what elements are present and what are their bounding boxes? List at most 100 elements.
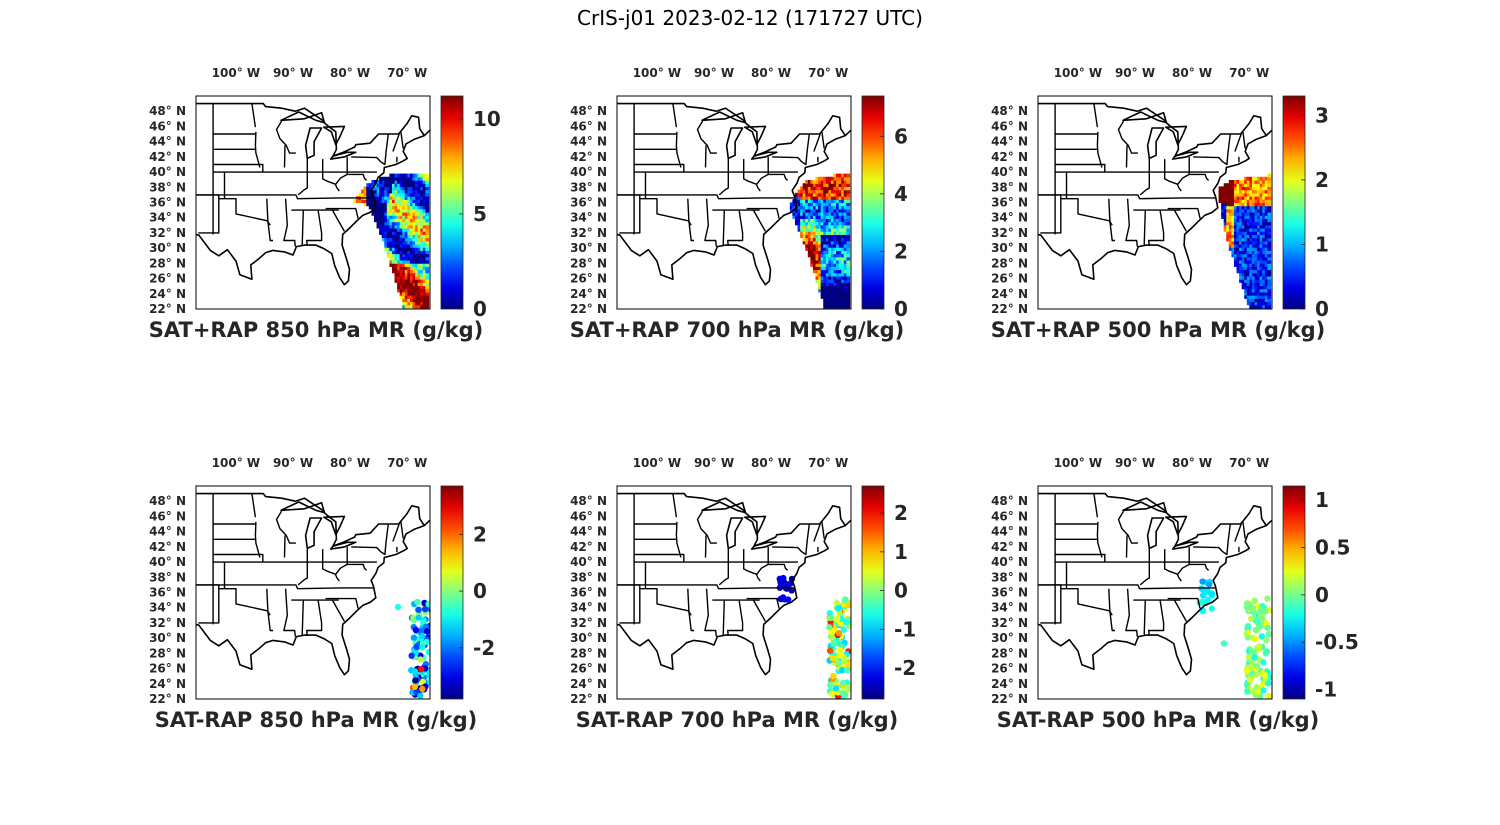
data-pixel — [1262, 250, 1267, 255]
data-pixel — [820, 183, 825, 188]
data-pixel — [409, 250, 414, 255]
great-lake-outline — [1146, 517, 1165, 550]
data-point — [836, 646, 844, 654]
data-pixel — [1267, 211, 1272, 216]
lon-tick-label: 70° W — [387, 66, 427, 80]
data-pixel — [828, 211, 833, 216]
data-pixel — [805, 211, 810, 216]
data-pixel — [420, 195, 425, 200]
data-pixel — [1236, 250, 1241, 255]
data-pixel — [1257, 272, 1261, 277]
map-plot: 100° W 90° W 80° W 70° W48° N46° N44° N42° … — [991, 66, 1329, 321]
data-pixel — [1251, 247, 1256, 251]
data-pixel — [1264, 288, 1269, 293]
data-pixel — [1257, 243, 1261, 248]
data-pixel — [420, 291, 425, 296]
data-pixel — [838, 202, 843, 207]
data-pixel — [1251, 195, 1256, 200]
data-pixel — [412, 215, 417, 219]
great-lake-outline — [725, 517, 744, 550]
data-pixel — [391, 237, 396, 242]
data-pixel — [1264, 243, 1269, 248]
data-pixel — [1239, 202, 1243, 207]
lat-tick-label: 28° N — [149, 646, 186, 660]
data-pixel — [841, 237, 846, 242]
state-border — [1038, 584, 1068, 589]
data-pixel — [402, 192, 407, 197]
data-pixel — [407, 259, 412, 264]
map-frame — [616, 95, 852, 310]
data-pixel — [417, 205, 422, 210]
data-pixel — [1226, 231, 1231, 235]
data-pixel — [407, 301, 412, 306]
data-pixel — [399, 192, 404, 197]
data-pixel — [830, 186, 835, 191]
data-pixel — [1267, 231, 1272, 235]
data-pixel — [420, 240, 425, 245]
data-pixel — [409, 195, 414, 200]
data-pixel — [1231, 205, 1236, 210]
data-pixel — [1251, 269, 1256, 274]
data-pixel — [399, 288, 404, 293]
data-pixel — [391, 247, 396, 251]
data-pixel — [825, 237, 830, 242]
state-border — [400, 521, 404, 539]
data-pixel — [1223, 195, 1228, 200]
data-pixel — [833, 291, 838, 296]
lat-tick-label: 42° N — [149, 540, 186, 554]
data-pixel — [394, 218, 399, 223]
data-pixel — [1244, 186, 1249, 191]
data-pixel — [830, 202, 835, 207]
data-pixel — [815, 205, 820, 210]
panel-sat-plus-rap-850: 100° W 90° W 80° W 70° W 48° N 46° N 44° N 42° … — [146, 60, 501, 370]
data-pixel — [1241, 275, 1246, 280]
data-pixel — [1262, 192, 1267, 197]
data-pixel — [409, 256, 414, 261]
data-pixel — [1254, 243, 1259, 248]
data-pixel — [366, 192, 371, 197]
data-pixel — [412, 263, 417, 267]
data-pixel — [394, 211, 399, 216]
lon-tick-label: 100° W — [1054, 456, 1102, 470]
data-pixel — [838, 215, 843, 219]
data-pixel — [368, 202, 373, 207]
lat-tick-label: 40° N — [570, 555, 607, 569]
state-border — [392, 523, 400, 542]
lat-tick-label: 28° N — [570, 256, 607, 270]
data-pixel — [1257, 247, 1261, 251]
data-pixel — [833, 227, 838, 232]
data-pixel — [404, 288, 409, 293]
data-pixel — [825, 176, 830, 181]
data-pixel — [833, 253, 838, 258]
state-border — [687, 588, 694, 632]
data-pixel — [812, 215, 817, 219]
data-pixel — [818, 234, 822, 239]
data-pixel — [818, 279, 822, 283]
data-pixel — [843, 176, 848, 181]
data-pixel — [843, 237, 848, 242]
data-pixel — [1236, 234, 1241, 239]
colorbar — [440, 485, 464, 700]
data-pixel — [810, 240, 815, 245]
data-pixel — [397, 189, 401, 194]
data-pixel — [1231, 215, 1236, 219]
data-pixel — [812, 221, 817, 226]
data-pixel — [361, 189, 365, 194]
data-pixel — [1262, 256, 1267, 261]
state-border — [1164, 159, 1182, 192]
data-pixel — [1262, 224, 1267, 229]
data-pixel — [836, 256, 840, 261]
map-plot: 100° W 90° W 80° W 70° W48° N46° N44° N42° … — [570, 456, 916, 706]
data-pixel — [1244, 195, 1249, 200]
data-pixel — [420, 247, 425, 251]
data-pixel — [1264, 227, 1269, 232]
data-pixel — [1246, 250, 1251, 255]
data-pixel — [399, 186, 404, 191]
state-border — [617, 584, 647, 589]
data-pixel — [1251, 211, 1256, 216]
data-pixel — [391, 263, 396, 267]
data-pixel — [402, 259, 407, 264]
data-pixel — [843, 259, 848, 264]
panel-sat-minus-rap-850: 100° W 90° W 80° W 70° W 48° N 46° N 44° N 42° … — [146, 450, 495, 760]
data-pixel — [1264, 186, 1269, 191]
